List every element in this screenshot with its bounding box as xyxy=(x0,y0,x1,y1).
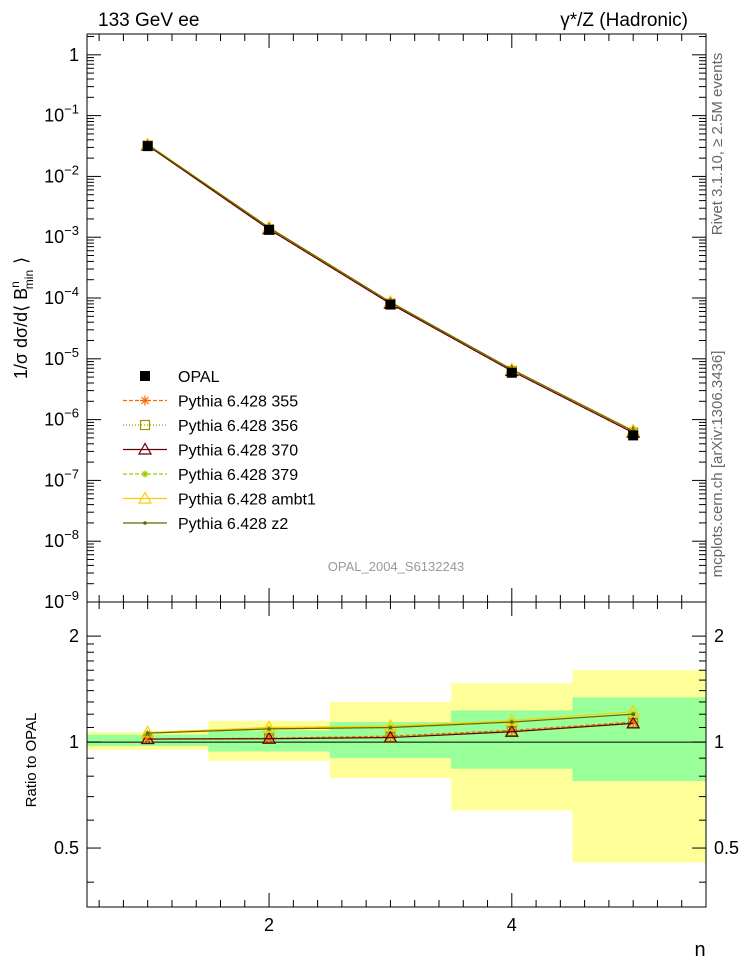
series-line xyxy=(147,145,634,434)
legend-label: Pythia 6.428 ambt1 xyxy=(178,492,316,509)
svg-text:1/σ dσ/d⟨ Bnmin⟩: 1/σ dσ/d⟨ Bnmin⟩ xyxy=(8,257,36,379)
legend-entry: Pythia 6.428 z2 xyxy=(123,516,288,533)
main-series-p370 xyxy=(140,138,641,438)
ratio-plot-series xyxy=(140,704,641,745)
header-left-label: 133 GeV ee xyxy=(98,10,199,31)
series-point xyxy=(262,720,277,733)
ratio-series-p370 xyxy=(140,716,641,745)
series-point xyxy=(504,713,519,726)
legend-marker xyxy=(141,470,149,478)
series-point xyxy=(145,731,150,735)
y-tick-label: 10−9 xyxy=(44,588,79,612)
y-tick-label: 10−6 xyxy=(44,406,79,430)
legend-label: Pythia 6.428 356 xyxy=(178,418,298,435)
series-line xyxy=(147,722,634,740)
series-point xyxy=(140,725,155,738)
x-tick-label: 2 xyxy=(264,915,274,935)
x-tick-label: 4 xyxy=(507,915,517,935)
data-point xyxy=(628,430,639,441)
legend-marker xyxy=(139,419,151,431)
series-point xyxy=(628,717,639,728)
legend-marker xyxy=(140,371,150,381)
legend-entry: OPAL xyxy=(140,369,220,386)
series-point xyxy=(262,731,277,744)
y-tick-label: 10−2 xyxy=(44,162,79,186)
legend-marker xyxy=(140,395,150,406)
mcplots-label: mcplots.cern.ch [arXiv:1306.3436] xyxy=(709,351,726,578)
main-series-ambt1 xyxy=(140,137,641,436)
ratio-plot-frame xyxy=(86,601,707,908)
ratio-y-tick-label-right: 0.5 xyxy=(714,838,739,858)
y-tick-label: 1 xyxy=(69,45,79,65)
ratio-series-z2 xyxy=(145,712,635,735)
rivet-version-label: Rivet 3.1.10, ≥ 2.5M events xyxy=(709,53,726,236)
data-point xyxy=(385,299,396,310)
legend-label: Pythia 6.428 370 xyxy=(178,443,298,460)
legend-label: Pythia 6.428 355 xyxy=(178,394,298,411)
ratio-y-tick-label: 1 xyxy=(69,732,79,752)
ratio-y-axis-label: Ratio to OPAL xyxy=(23,713,40,808)
main-axes: 1 10−1 10−2 10−3 10−4 10−5 10−6 10−7 10−8 10−9 xyxy=(44,34,706,612)
main-series-p379 xyxy=(144,140,637,435)
ratio-uncertainty-bands xyxy=(87,670,706,863)
series-point xyxy=(140,731,155,745)
analysis-watermark: OPAL_2004_S6132243 xyxy=(328,559,464,574)
header-right-label: γ*/Z (Hadronic) xyxy=(560,10,688,31)
y-tick-label: 10−7 xyxy=(44,466,79,490)
series-point xyxy=(385,731,396,742)
inner-band-bin xyxy=(572,697,706,782)
data-point xyxy=(506,367,517,378)
series-point xyxy=(631,712,635,717)
ratio-y-tick-label: 0.5 xyxy=(54,838,79,858)
ratio-axes: 2 4 0.5 0.5 1 1 2 2 xyxy=(54,602,739,935)
opal-data-series xyxy=(142,141,639,441)
legend-entry: Pythia 6.428 356 xyxy=(123,418,298,435)
data-point xyxy=(264,224,275,235)
x-axis-label: n xyxy=(694,939,705,961)
legend-entry: Pythia 6.428 379 xyxy=(123,467,298,484)
series-point xyxy=(506,725,517,736)
y-tick-label: 10−8 xyxy=(44,527,79,551)
legend-marker xyxy=(137,442,153,455)
series-line xyxy=(147,145,634,434)
series-point xyxy=(626,716,641,729)
series-line xyxy=(147,144,634,432)
legend-label: Pythia 6.428 z2 xyxy=(178,516,288,533)
legend-entry: Pythia 6.428 ambt1 xyxy=(123,491,316,509)
series-line xyxy=(147,145,634,434)
ratio-y-tick-label-right: 2 xyxy=(714,626,724,646)
series-point xyxy=(510,720,514,724)
series-point xyxy=(267,727,271,731)
series-point xyxy=(383,718,398,732)
series-line xyxy=(147,143,634,432)
main-plot-series xyxy=(140,137,641,441)
legend-label: Pythia 6.428 379 xyxy=(178,467,298,484)
series-point xyxy=(383,730,398,743)
ratio-y-tick-label: 2 xyxy=(69,626,79,646)
series-point xyxy=(388,725,393,730)
legend-marker xyxy=(137,491,153,504)
main-y-axis-label: 1/σ dσ/d⟨ Bnmin⟩ xyxy=(8,257,36,379)
legend: OPAL Pythia 6.428 355 Pythia 6.428 356 Pyth… xyxy=(123,369,316,533)
legend-entry: Pythia 6.428 370 xyxy=(123,442,298,460)
y-tick-label: 10−1 xyxy=(44,102,79,126)
legend-marker xyxy=(143,521,147,525)
y-tick-label: 10−3 xyxy=(44,223,79,247)
legend-entry: Pythia 6.428 355 xyxy=(123,394,298,411)
data-point xyxy=(142,141,153,152)
y-tick-label: 10−4 xyxy=(44,284,79,308)
ratio-y-tick-label-right: 1 xyxy=(714,732,724,752)
series-line xyxy=(147,143,634,432)
main-series-z2 xyxy=(145,142,635,433)
series-point xyxy=(626,704,641,717)
series-point xyxy=(504,724,519,737)
y-tick-label: 10−5 xyxy=(44,345,79,369)
series-point xyxy=(142,734,153,745)
legend-label: OPAL xyxy=(178,369,220,386)
